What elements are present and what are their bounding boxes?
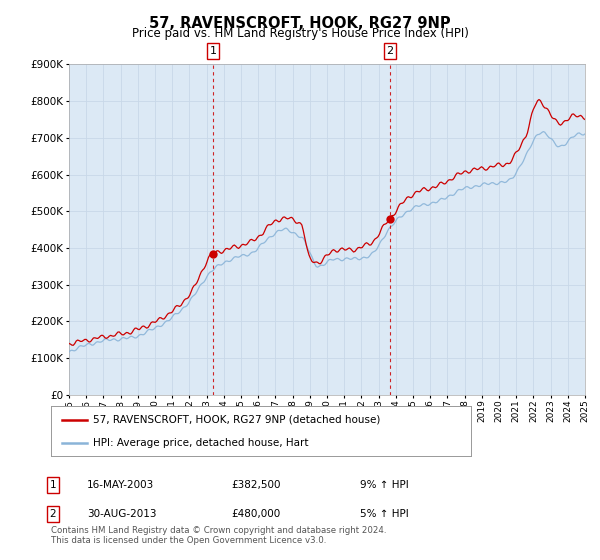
- Text: 1: 1: [49, 480, 56, 490]
- Text: HPI: Average price, detached house, Hart: HPI: Average price, detached house, Hart: [93, 438, 308, 448]
- Text: 30-AUG-2013: 30-AUG-2013: [87, 509, 157, 519]
- Text: Price paid vs. HM Land Registry's House Price Index (HPI): Price paid vs. HM Land Registry's House …: [131, 27, 469, 40]
- Text: £480,000: £480,000: [231, 509, 280, 519]
- Text: 1: 1: [209, 46, 217, 56]
- Text: 9% ↑ HPI: 9% ↑ HPI: [360, 480, 409, 490]
- Text: 57, RAVENSCROFT, HOOK, RG27 9NP: 57, RAVENSCROFT, HOOK, RG27 9NP: [149, 16, 451, 31]
- Text: 2: 2: [49, 509, 56, 519]
- Text: £382,500: £382,500: [231, 480, 281, 490]
- Text: 57, RAVENSCROFT, HOOK, RG27 9NP (detached house): 57, RAVENSCROFT, HOOK, RG27 9NP (detache…: [93, 414, 380, 424]
- Text: Contains HM Land Registry data © Crown copyright and database right 2024.
This d: Contains HM Land Registry data © Crown c…: [51, 526, 386, 545]
- Text: 16-MAY-2003: 16-MAY-2003: [87, 480, 154, 490]
- Text: 2: 2: [386, 46, 394, 56]
- Text: 5% ↑ HPI: 5% ↑ HPI: [360, 509, 409, 519]
